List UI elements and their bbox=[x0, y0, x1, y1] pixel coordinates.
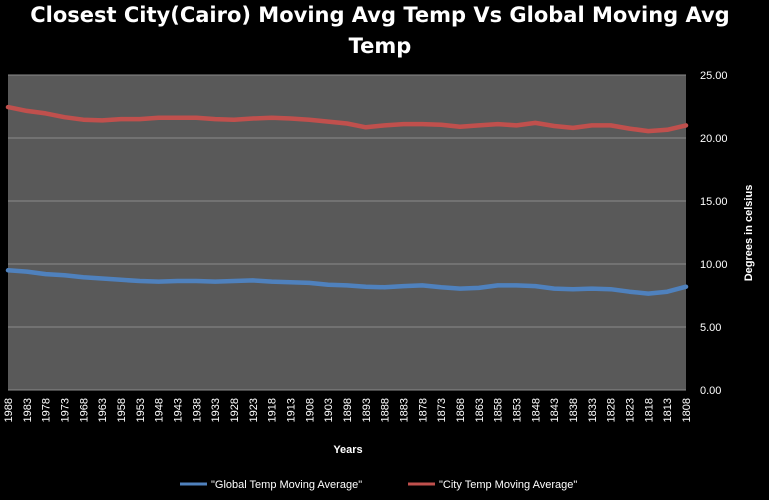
x-tick-label: 1903 bbox=[323, 398, 335, 422]
x-tick-label: 1848 bbox=[530, 398, 542, 422]
x-tick-label: 1918 bbox=[267, 398, 279, 422]
x-tick-label: 1898 bbox=[342, 398, 354, 422]
y-tick-label: 10.00 bbox=[700, 259, 728, 271]
x-tick-label: 1958 bbox=[116, 398, 128, 422]
legend-label: "City Temp Moving Average" bbox=[439, 479, 577, 491]
x-tick-label: 1893 bbox=[361, 398, 373, 422]
x-axis-label: Years bbox=[333, 444, 362, 456]
x-tick-label: 1873 bbox=[436, 398, 448, 422]
x-tick-label: 1978 bbox=[41, 398, 53, 422]
x-tick-label: 1843 bbox=[549, 398, 561, 422]
x-tick-label: 1818 bbox=[643, 398, 655, 422]
y-tick-label: 5.00 bbox=[700, 322, 721, 334]
x-tick-label: 1928 bbox=[229, 398, 241, 422]
x-tick-label: 1933 bbox=[210, 398, 222, 422]
series-line-2 bbox=[5, 104, 689, 134]
y-tick-label: 20.00 bbox=[700, 133, 728, 145]
x-tick-label: 1828 bbox=[606, 398, 618, 422]
series-line-1 bbox=[5, 268, 689, 296]
x-tick-label: 1938 bbox=[191, 398, 203, 422]
x-tick-label: 1823 bbox=[625, 398, 637, 422]
x-tick-label: 1878 bbox=[417, 398, 429, 422]
x-tick-label: 1868 bbox=[455, 398, 467, 422]
y-tick-label: 0.00 bbox=[700, 385, 721, 397]
x-tick-label: 1813 bbox=[662, 398, 674, 422]
x-tick-label: 1963 bbox=[97, 398, 109, 422]
x-tick-label: 1943 bbox=[173, 398, 185, 422]
chart-title-line-2: Temp bbox=[349, 34, 412, 58]
gridlines bbox=[8, 74, 686, 391]
x-tick-label: 1888 bbox=[380, 398, 392, 422]
x-tick-label: 1833 bbox=[587, 398, 599, 422]
x-tick-label: 1983 bbox=[22, 398, 34, 422]
y-axis-label: Degrees in celsius bbox=[743, 185, 755, 282]
x-tick-label: 1808 bbox=[681, 398, 693, 422]
y-tick-label: 15.00 bbox=[700, 196, 728, 208]
legend-label: "Global Temp Moving Average" bbox=[211, 479, 362, 491]
x-tick-label: 1923 bbox=[248, 398, 260, 422]
y-tick-label: 25.00 bbox=[700, 70, 728, 82]
series-lines bbox=[5, 104, 689, 296]
x-tick-label: 1858 bbox=[493, 398, 505, 422]
y-axis-ticks: 0.00 5.00 10.00 15.00 20.00 25.00 bbox=[700, 70, 728, 397]
x-axis-ticks: 1988 1983 1978 1973 1968 1963 1958 1953 1948 1943… bbox=[3, 398, 693, 422]
x-tick-label: 1908 bbox=[304, 398, 316, 422]
x-tick-label: 1838 bbox=[568, 398, 580, 422]
x-tick-label: 1863 bbox=[474, 398, 486, 422]
x-tick-label: 1973 bbox=[60, 398, 72, 422]
chart-title-line-1: Closest City(Cairo) Moving Avg Temp Vs G… bbox=[30, 3, 729, 27]
x-tick-label: 1883 bbox=[399, 398, 411, 422]
x-tick-label: 1953 bbox=[135, 398, 147, 422]
x-tick-label: 1988 bbox=[3, 398, 15, 422]
x-tick-label: 1853 bbox=[512, 398, 524, 422]
x-tick-label: 1968 bbox=[78, 398, 90, 422]
legend: "Global Temp Moving Average" "City Temp M… bbox=[180, 479, 577, 491]
x-tick-label: 1913 bbox=[286, 398, 298, 422]
x-tick-label: 1948 bbox=[154, 398, 166, 422]
